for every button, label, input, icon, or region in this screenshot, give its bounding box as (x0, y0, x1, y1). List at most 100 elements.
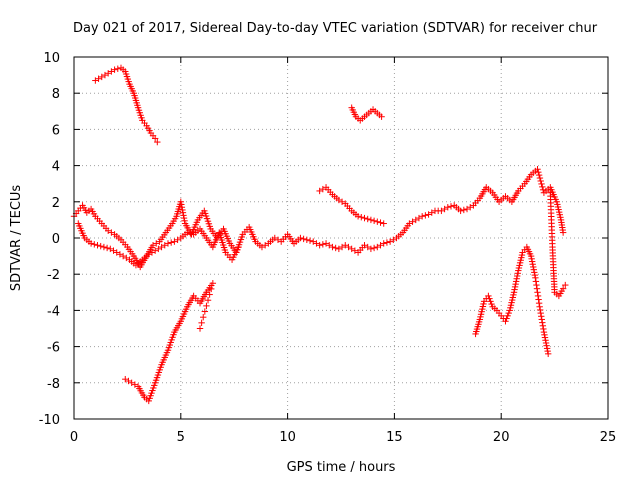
data-point (535, 168, 542, 176)
data-point (467, 204, 474, 211)
data-point (104, 227, 112, 234)
data-point (151, 135, 159, 142)
data-point (383, 239, 391, 246)
data-point (271, 234, 278, 242)
data-point (503, 315, 510, 322)
data-point (538, 313, 545, 320)
data-point (539, 186, 547, 194)
data-point (535, 296, 542, 303)
data-point (161, 242, 168, 249)
data-point (261, 242, 269, 249)
data-point (100, 243, 108, 251)
data-point (542, 337, 549, 344)
data-point (104, 70, 112, 77)
data-point (415, 214, 423, 222)
data-point (533, 285, 541, 292)
chart-title: Day 021 of 2017, Sidereal Day-to-day VTE… (73, 21, 598, 36)
data-point (167, 239, 175, 246)
data-point (125, 377, 132, 385)
data-point (110, 247, 117, 254)
data-point (447, 203, 455, 210)
data-point (95, 75, 102, 82)
data-point (534, 166, 541, 173)
data-point (528, 258, 536, 265)
x-tick-label: 15 (386, 430, 403, 445)
y-tick-label: 6 (52, 123, 60, 138)
data-point (502, 318, 509, 325)
data-point (116, 251, 124, 258)
data-point (332, 244, 339, 252)
data-point (119, 252, 127, 260)
data-point (374, 243, 381, 251)
data-point (354, 213, 362, 220)
data-point (154, 138, 161, 146)
data-point (145, 251, 152, 258)
data-point (345, 243, 352, 251)
data-point (532, 274, 539, 282)
data-point (540, 328, 548, 336)
data-point (111, 66, 118, 73)
data-point (541, 331, 548, 339)
data-point (319, 185, 327, 193)
x-tick-label: 10 (279, 430, 296, 445)
data-point (367, 245, 375, 253)
data-point (329, 243, 336, 251)
data-point (148, 249, 156, 256)
data-point (441, 205, 448, 213)
data-point (92, 77, 99, 84)
data-point (533, 281, 540, 289)
data-point (538, 180, 545, 188)
data-point (386, 238, 394, 245)
grid (74, 57, 608, 419)
data-point (107, 245, 114, 253)
data-point (123, 254, 130, 262)
data-point (209, 280, 217, 287)
data-point (380, 220, 387, 227)
data-point (460, 206, 468, 214)
data-points (70, 64, 569, 405)
data-point (342, 242, 349, 249)
data-point (94, 242, 101, 249)
y-tick-label: 4 (52, 160, 60, 175)
data-point (510, 289, 518, 296)
data-point (335, 196, 343, 204)
data-point (539, 319, 546, 326)
data-point (390, 236, 397, 244)
y-tick-label: 0 (52, 232, 60, 247)
data-point (412, 216, 419, 224)
y-tick-labels: -10 -8 -6 -4 -2 0 2 4 6 8 10 (39, 51, 60, 428)
data-point (539, 183, 546, 191)
data-point (177, 198, 184, 205)
data-point (316, 242, 323, 249)
data-point (310, 238, 317, 245)
data-point (149, 242, 157, 249)
plot-frame (73, 56, 609, 420)
y-tick-label: -2 (47, 268, 60, 283)
data-point (536, 306, 544, 314)
data-point (418, 213, 426, 220)
data-point (258, 243, 266, 251)
data-point (361, 242, 368, 249)
data-point (377, 219, 384, 226)
data-point (122, 375, 129, 383)
y-tick-label: -6 (47, 341, 60, 356)
data-point (297, 234, 304, 242)
data-point (158, 243, 165, 251)
data-point (196, 325, 204, 332)
data-point (351, 247, 359, 254)
data-point (531, 269, 538, 276)
data-point (300, 235, 307, 243)
data-point (184, 229, 191, 236)
data-point (534, 292, 542, 300)
data-point (370, 217, 378, 225)
data-point (378, 113, 385, 120)
data-point (97, 242, 104, 250)
x-tick-label: 25 (600, 430, 617, 445)
data-point (438, 207, 445, 215)
data-point (535, 299, 543, 307)
data-point (514, 270, 521, 277)
data-point (428, 209, 435, 216)
x-tick-label: 5 (177, 430, 185, 445)
data-point (370, 244, 378, 252)
